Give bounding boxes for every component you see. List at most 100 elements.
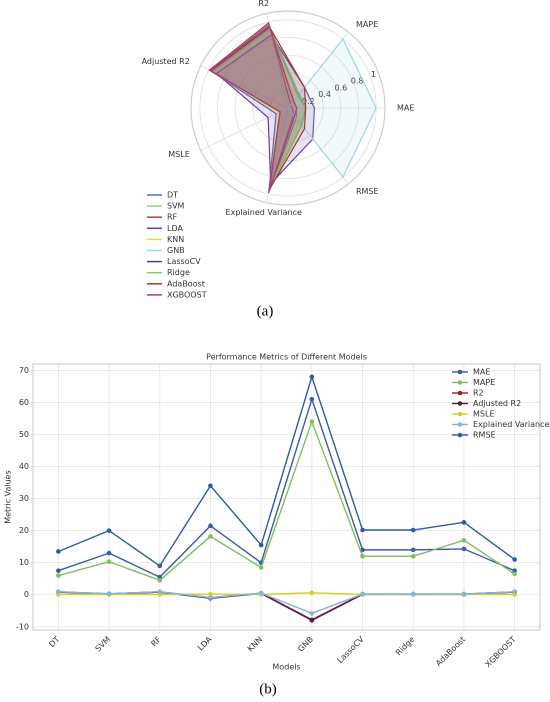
series-point xyxy=(512,557,517,562)
axis-label: R2 xyxy=(258,0,269,8)
legend-label: SVM xyxy=(167,202,185,211)
series-point xyxy=(208,483,213,489)
series-point xyxy=(410,553,416,559)
legend-label: Adjusted R2 xyxy=(473,399,521,408)
series-point xyxy=(309,590,315,596)
x-axis-label: Models xyxy=(272,663,300,672)
legend-label: Ridge xyxy=(167,268,190,277)
legend-marker xyxy=(457,390,463,396)
series-point xyxy=(56,549,61,554)
series-point xyxy=(258,542,264,548)
series-point xyxy=(309,618,315,623)
y-tick-label: 60 xyxy=(19,398,29,407)
legend-marker xyxy=(457,411,463,417)
legend-label: RF xyxy=(167,213,178,222)
legend-marker xyxy=(457,422,463,427)
legend-label: DT xyxy=(167,191,178,200)
axis-label: Explained Variance xyxy=(226,208,302,217)
series-point xyxy=(309,374,315,380)
series-point xyxy=(208,591,213,597)
series-point xyxy=(309,419,315,424)
series-point xyxy=(208,534,213,539)
r-tick-label: 0.4 xyxy=(318,90,331,99)
y-tick-label: 40 xyxy=(19,462,29,471)
legend-label: GNB xyxy=(167,246,185,255)
legend-marker xyxy=(457,369,463,375)
series-point xyxy=(410,591,416,597)
y-tick-label: -10 xyxy=(16,622,29,631)
axis-label: Adjusted R2 xyxy=(142,57,190,66)
legend-label: MAE xyxy=(473,368,490,377)
caption: (b) xyxy=(259,681,277,697)
y-tick-label: 20 xyxy=(19,526,29,535)
series-point xyxy=(208,595,213,600)
series-point xyxy=(258,590,264,596)
series-point xyxy=(512,568,517,574)
series-point xyxy=(258,565,264,570)
legend-marker xyxy=(457,432,463,438)
series-point xyxy=(106,528,112,533)
legend-label: XGBOOST xyxy=(167,290,207,299)
y-tick-label: 30 xyxy=(19,494,29,503)
series-point xyxy=(157,574,163,580)
y-tick-label: 10 xyxy=(19,558,29,567)
series-point xyxy=(56,589,61,595)
series-point xyxy=(512,571,517,577)
series-line xyxy=(58,374,516,567)
series-point xyxy=(56,568,61,574)
r-tick-label: 0.2 xyxy=(302,97,315,106)
y-tick-label: 0 xyxy=(24,590,29,599)
axis-label: MAPE xyxy=(356,20,378,29)
series-point xyxy=(208,523,213,529)
series-point xyxy=(360,553,365,559)
series-point xyxy=(360,527,365,533)
r-tick-label: 0.6 xyxy=(335,83,348,92)
chart-title: Performance Metrics of Different Models xyxy=(206,353,367,362)
series-point xyxy=(309,611,315,616)
series-line xyxy=(58,591,515,615)
legend-label: LDA xyxy=(167,224,183,233)
series-line xyxy=(58,419,516,582)
legend-marker xyxy=(457,401,463,406)
series-point xyxy=(512,589,517,595)
legend-label: Explained Variance xyxy=(473,420,549,429)
legend-label: LassoCV xyxy=(167,257,201,266)
r-tick-label: 0.8 xyxy=(351,77,364,86)
series-point xyxy=(410,527,416,533)
radar-area xyxy=(210,27,300,190)
axis-label: RMSE xyxy=(356,187,379,196)
series-point xyxy=(106,591,112,597)
series-line xyxy=(58,396,515,578)
y-tick-label: 70 xyxy=(19,366,29,375)
series-point xyxy=(309,396,315,402)
radar-axis xyxy=(200,107,289,151)
series-point xyxy=(157,589,163,595)
series-point xyxy=(461,546,467,552)
axis-label: MAE xyxy=(397,104,414,113)
series-point xyxy=(106,559,112,565)
plot-frame xyxy=(32,363,541,631)
legend-label: AdaBoost xyxy=(167,279,205,288)
series-point xyxy=(461,591,467,597)
series-point xyxy=(157,563,163,569)
series-point xyxy=(157,578,163,583)
radar-area xyxy=(209,23,298,192)
series-point xyxy=(461,520,467,525)
series-point xyxy=(106,550,112,556)
series-point xyxy=(360,591,365,597)
series-point xyxy=(410,547,416,553)
legend-label: RMSE xyxy=(473,431,496,440)
series-point xyxy=(360,547,365,553)
axis-label: MSLE xyxy=(168,150,190,159)
y-axis-label: Metric Values xyxy=(4,470,13,524)
legend-label: MAPE xyxy=(473,378,495,387)
legend-label: KNN xyxy=(167,235,184,244)
caption: (a) xyxy=(257,303,274,319)
series-point xyxy=(56,573,61,578)
legend-marker xyxy=(457,380,463,385)
y-tick-label: 50 xyxy=(19,430,29,439)
legend-label: R2 xyxy=(473,389,484,398)
legend-label: MSLE xyxy=(473,410,495,419)
